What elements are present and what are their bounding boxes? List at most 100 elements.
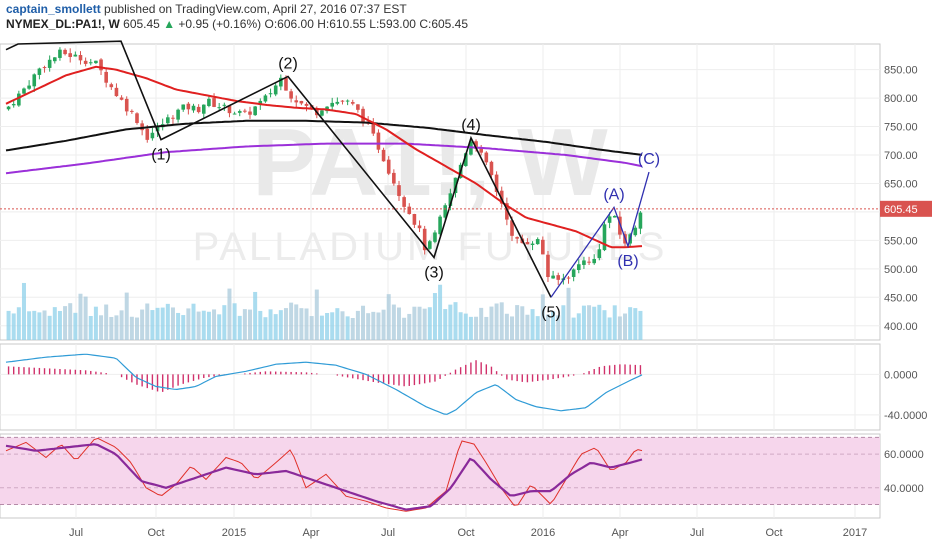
rsi-tick-label: 40.0000 <box>884 483 924 495</box>
candle-body <box>119 97 124 100</box>
candle-body <box>263 95 268 102</box>
candle-body <box>47 59 52 68</box>
candle-body <box>130 110 134 112</box>
candle-body <box>587 261 591 263</box>
symbol-label[interactable]: NYMEX_DL:PA1!, W <box>6 17 120 31</box>
volume-bar <box>438 284 443 340</box>
candle-body <box>27 85 31 89</box>
candle-body <box>150 132 155 139</box>
x-tick-label: 2015 <box>222 527 246 539</box>
candle-body <box>273 85 278 95</box>
candle-body <box>602 224 607 251</box>
published-text: published on TradingView.com, April 27, … <box>104 2 407 16</box>
volume-bar <box>191 303 196 340</box>
volume-bar <box>427 307 432 340</box>
volume-bar <box>510 316 515 340</box>
candle-body <box>68 53 73 57</box>
x-tick-label: Jul <box>381 527 395 539</box>
last-price-badge <box>880 200 932 217</box>
wave-line-corrective <box>550 171 650 298</box>
candle-body <box>463 153 468 166</box>
candle-body <box>530 243 535 245</box>
volume-bar <box>155 307 160 340</box>
price-tick-label: 650.00 <box>884 178 918 190</box>
candle-body <box>607 216 612 223</box>
candle-body <box>248 111 252 115</box>
candle-body <box>58 49 62 58</box>
candle-body <box>94 60 98 64</box>
candle-body <box>376 132 381 150</box>
candle-body <box>330 102 335 107</box>
candle-body <box>505 203 509 220</box>
macd-line <box>5 353 643 415</box>
low-value: L:593.00 <box>369 17 416 31</box>
candle-body <box>289 91 293 99</box>
candle-body <box>546 254 550 278</box>
ma-fast-line <box>5 65 643 249</box>
volume-bar <box>201 310 206 340</box>
volume-bar <box>165 303 170 340</box>
candle-body <box>212 98 216 107</box>
candle-body <box>232 113 237 115</box>
volume-bar <box>355 310 360 340</box>
volume-bar <box>525 314 530 340</box>
x-tick-label: Oct <box>765 527 782 539</box>
candle-body <box>576 264 581 270</box>
volume-bar <box>6 310 11 340</box>
volume-bar <box>258 310 263 340</box>
volume-bar <box>479 307 484 340</box>
volume-bar <box>350 317 355 340</box>
candle-body <box>258 100 263 106</box>
rsi-fast-line <box>5 437 643 512</box>
volume-bar <box>47 315 52 340</box>
x-tick-label: 2016 <box>531 527 555 539</box>
volume-bar <box>422 308 427 340</box>
x-tick-label: Jul <box>69 527 83 539</box>
candle-body <box>268 93 273 95</box>
volume-bar <box>515 305 520 340</box>
volume-bar <box>402 317 407 340</box>
candle-body <box>474 141 478 149</box>
volume-bar <box>11 313 16 340</box>
candle-body <box>109 84 114 88</box>
x-tick-label: Apr <box>611 527 628 539</box>
volume-bar <box>489 306 494 340</box>
price-tick-label: 550.00 <box>884 235 918 247</box>
volume-bar <box>340 311 345 340</box>
volume-bar <box>581 305 586 340</box>
volume-bar <box>206 311 211 340</box>
candle-body <box>135 113 139 123</box>
volume-bar <box>304 308 309 340</box>
volume-bar <box>176 312 181 340</box>
candle-body <box>73 54 78 57</box>
volume-bar <box>633 308 638 340</box>
volume-bar <box>474 316 479 340</box>
author-link[interactable]: captain_smollett <box>6 2 101 16</box>
volume-bar <box>150 310 155 340</box>
candle-body <box>171 117 175 119</box>
price-tick-label: 800.00 <box>884 93 918 105</box>
volume-bar <box>160 307 165 340</box>
price-tick-label: 700.00 <box>884 150 918 162</box>
wave-label: (1) <box>151 147 171 164</box>
candle-body <box>53 57 57 62</box>
candle-body <box>99 59 103 71</box>
volume-bar <box>186 308 191 340</box>
volume-bar <box>99 315 104 340</box>
price-tick-label: 750.00 <box>884 122 918 134</box>
x-tick-label: Jul <box>690 527 704 539</box>
candle-body <box>6 106 11 110</box>
volume-bar <box>376 312 381 340</box>
candle-body <box>412 213 417 225</box>
candle-body <box>104 71 108 83</box>
candle-body <box>350 102 355 104</box>
volume-bar <box>181 315 186 340</box>
candle-body <box>392 172 396 184</box>
candle-body <box>294 100 299 103</box>
volume-bar <box>227 288 232 340</box>
last-price: 605.45 <box>123 17 160 31</box>
volume-bar <box>417 306 422 340</box>
candle-body <box>166 117 170 124</box>
wave-line-impulse <box>5 40 552 298</box>
